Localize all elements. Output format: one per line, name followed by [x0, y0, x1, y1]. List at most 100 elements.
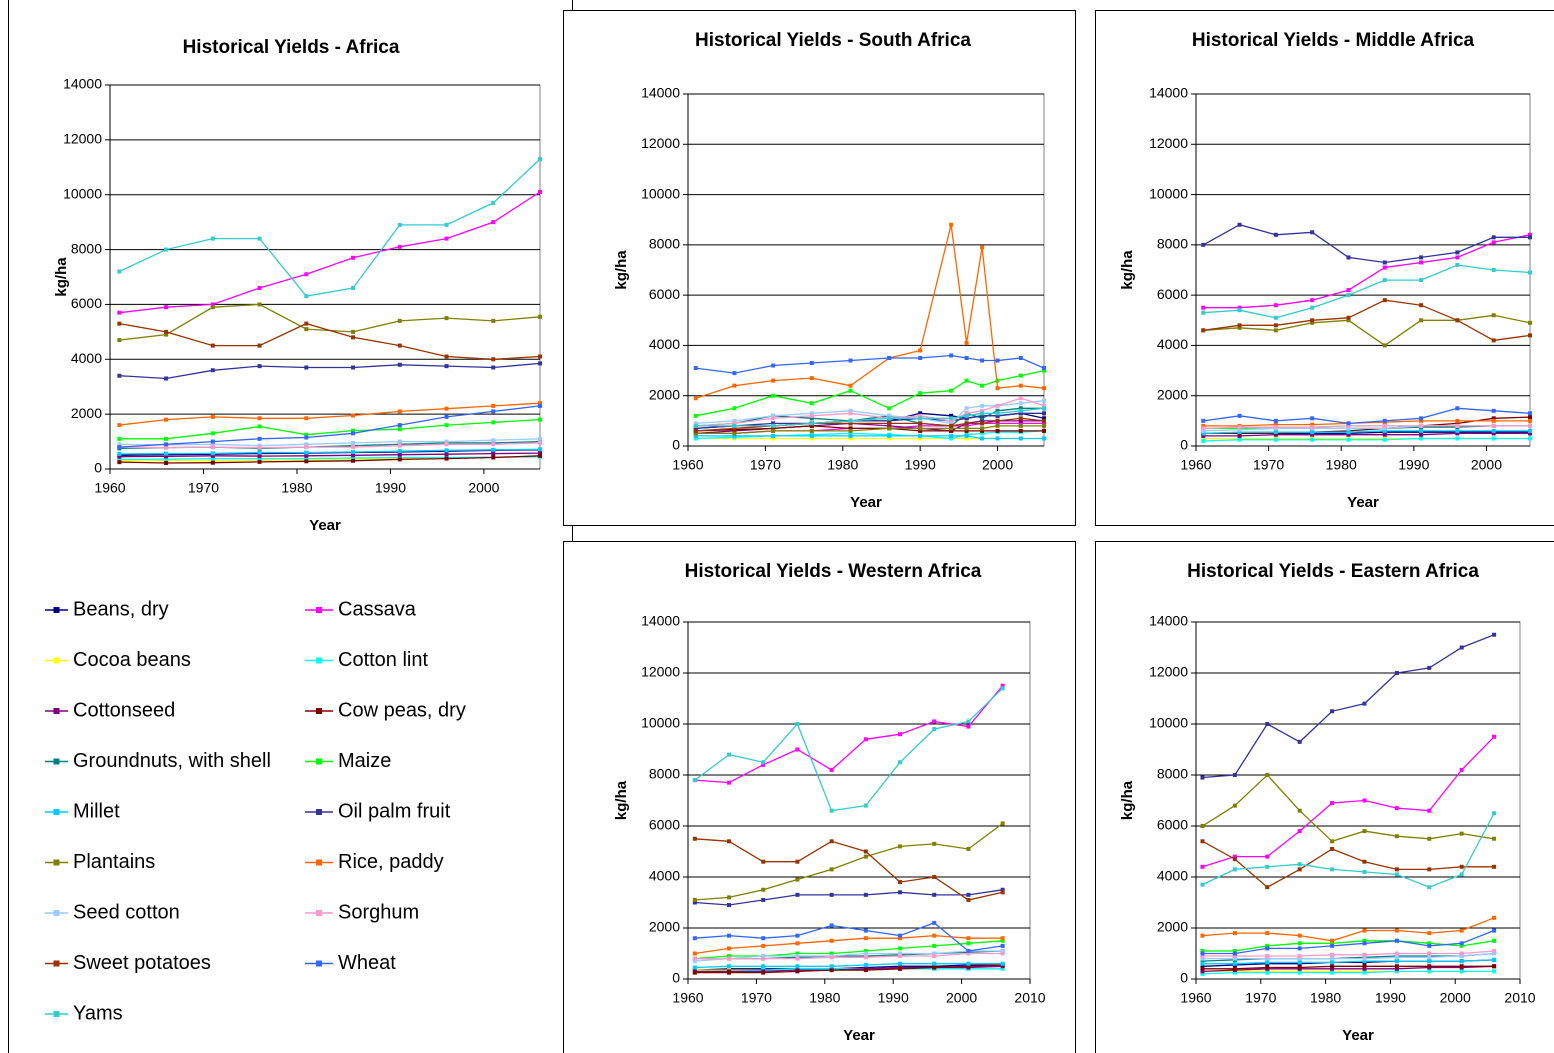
data-point	[1200, 954, 1205, 959]
data-point	[692, 897, 697, 902]
data-point	[1237, 305, 1242, 310]
legend-marker	[316, 809, 322, 815]
data-point	[980, 408, 985, 413]
y-tick-label: 14000	[1149, 85, 1188, 101]
data-point	[164, 460, 169, 465]
data-point	[1232, 970, 1237, 975]
data-point	[795, 722, 800, 726]
data-point	[898, 880, 903, 885]
data-point	[1492, 836, 1497, 841]
data-point	[809, 416, 814, 421]
x-tick-label: 1980	[809, 990, 840, 1006]
data-point	[1491, 268, 1496, 272]
data-point	[692, 965, 697, 970]
data-point	[1491, 408, 1496, 413]
data-point	[829, 968, 834, 973]
data-point	[1042, 423, 1046, 428]
data-point	[1201, 305, 1206, 310]
data-point	[732, 406, 737, 411]
data-point	[164, 417, 169, 422]
data-point	[210, 368, 215, 373]
legend-label: Cotton lint	[338, 649, 428, 671]
data-point	[809, 411, 814, 416]
series-line	[1203, 432, 1530, 437]
series-line	[1202, 812, 1495, 888]
data-point	[1200, 966, 1205, 971]
data-point	[1265, 864, 1270, 869]
data-point	[1419, 418, 1424, 423]
data-point	[966, 964, 971, 969]
data-point	[1528, 235, 1532, 240]
data-point	[1297, 941, 1302, 946]
data-point	[918, 433, 923, 438]
data-point	[1200, 964, 1205, 969]
legend-marker	[53, 809, 60, 815]
data-point	[1000, 686, 1005, 691]
legend-label: Plantains	[73, 851, 155, 873]
data-point	[848, 408, 853, 413]
data-point	[964, 436, 969, 441]
data-point	[1492, 938, 1497, 943]
y-tick-label: 2000	[1157, 386, 1188, 402]
data-point	[538, 361, 542, 366]
data-point	[1346, 432, 1351, 437]
data-point	[1362, 956, 1367, 961]
data-point	[1310, 318, 1315, 323]
data-point	[761, 859, 766, 864]
data-point	[898, 951, 903, 956]
data-point	[491, 200, 496, 205]
data-point	[491, 451, 496, 456]
y-tick-label: 12000	[1149, 664, 1188, 680]
data-point	[351, 255, 356, 260]
data-point	[1528, 320, 1532, 325]
data-point	[444, 414, 449, 419]
series-line	[119, 405, 541, 448]
data-point	[1265, 885, 1270, 890]
data-point	[210, 236, 215, 241]
data-point	[1297, 829, 1302, 834]
data-point	[1346, 288, 1351, 293]
y-tick-label: 10000	[641, 715, 680, 731]
x-tick-label: 1980	[281, 480, 312, 496]
y-tick-label: 2000	[71, 405, 102, 421]
data-point	[887, 416, 892, 421]
series-line	[1202, 224, 1530, 264]
data-point	[863, 928, 868, 933]
data-point	[1000, 936, 1005, 941]
data-point	[210, 431, 215, 436]
data-point	[1273, 418, 1278, 423]
legend-label: Cocoa beans	[73, 649, 191, 671]
data-point	[771, 416, 776, 421]
data-point	[1201, 428, 1206, 433]
data-point	[863, 803, 868, 808]
data-point	[1018, 373, 1023, 378]
data-point	[1297, 960, 1302, 965]
data-point	[964, 428, 969, 433]
data-point	[693, 428, 698, 433]
data-point	[1201, 426, 1206, 431]
data-point	[164, 329, 169, 334]
data-point	[1427, 885, 1432, 890]
data-point	[304, 432, 309, 437]
data-point	[117, 423, 122, 428]
data-point	[1018, 408, 1023, 413]
data-point	[164, 451, 169, 456]
data-point	[1492, 811, 1497, 816]
data-point	[966, 941, 971, 946]
data-point	[1232, 961, 1237, 966]
series-line	[1203, 234, 1531, 309]
data-point	[732, 431, 737, 436]
data-point	[863, 955, 868, 960]
data-point	[980, 418, 985, 423]
data-point	[829, 951, 834, 956]
data-point	[980, 358, 985, 363]
data-point	[1459, 943, 1464, 948]
x-tick-label: 1970	[188, 480, 219, 496]
data-point	[1382, 278, 1387, 283]
data-point	[1491, 428, 1496, 433]
series-line	[119, 191, 541, 314]
data-point	[1018, 418, 1023, 423]
data-point	[1394, 969, 1399, 974]
data-point	[771, 363, 776, 368]
data-point	[397, 343, 402, 348]
